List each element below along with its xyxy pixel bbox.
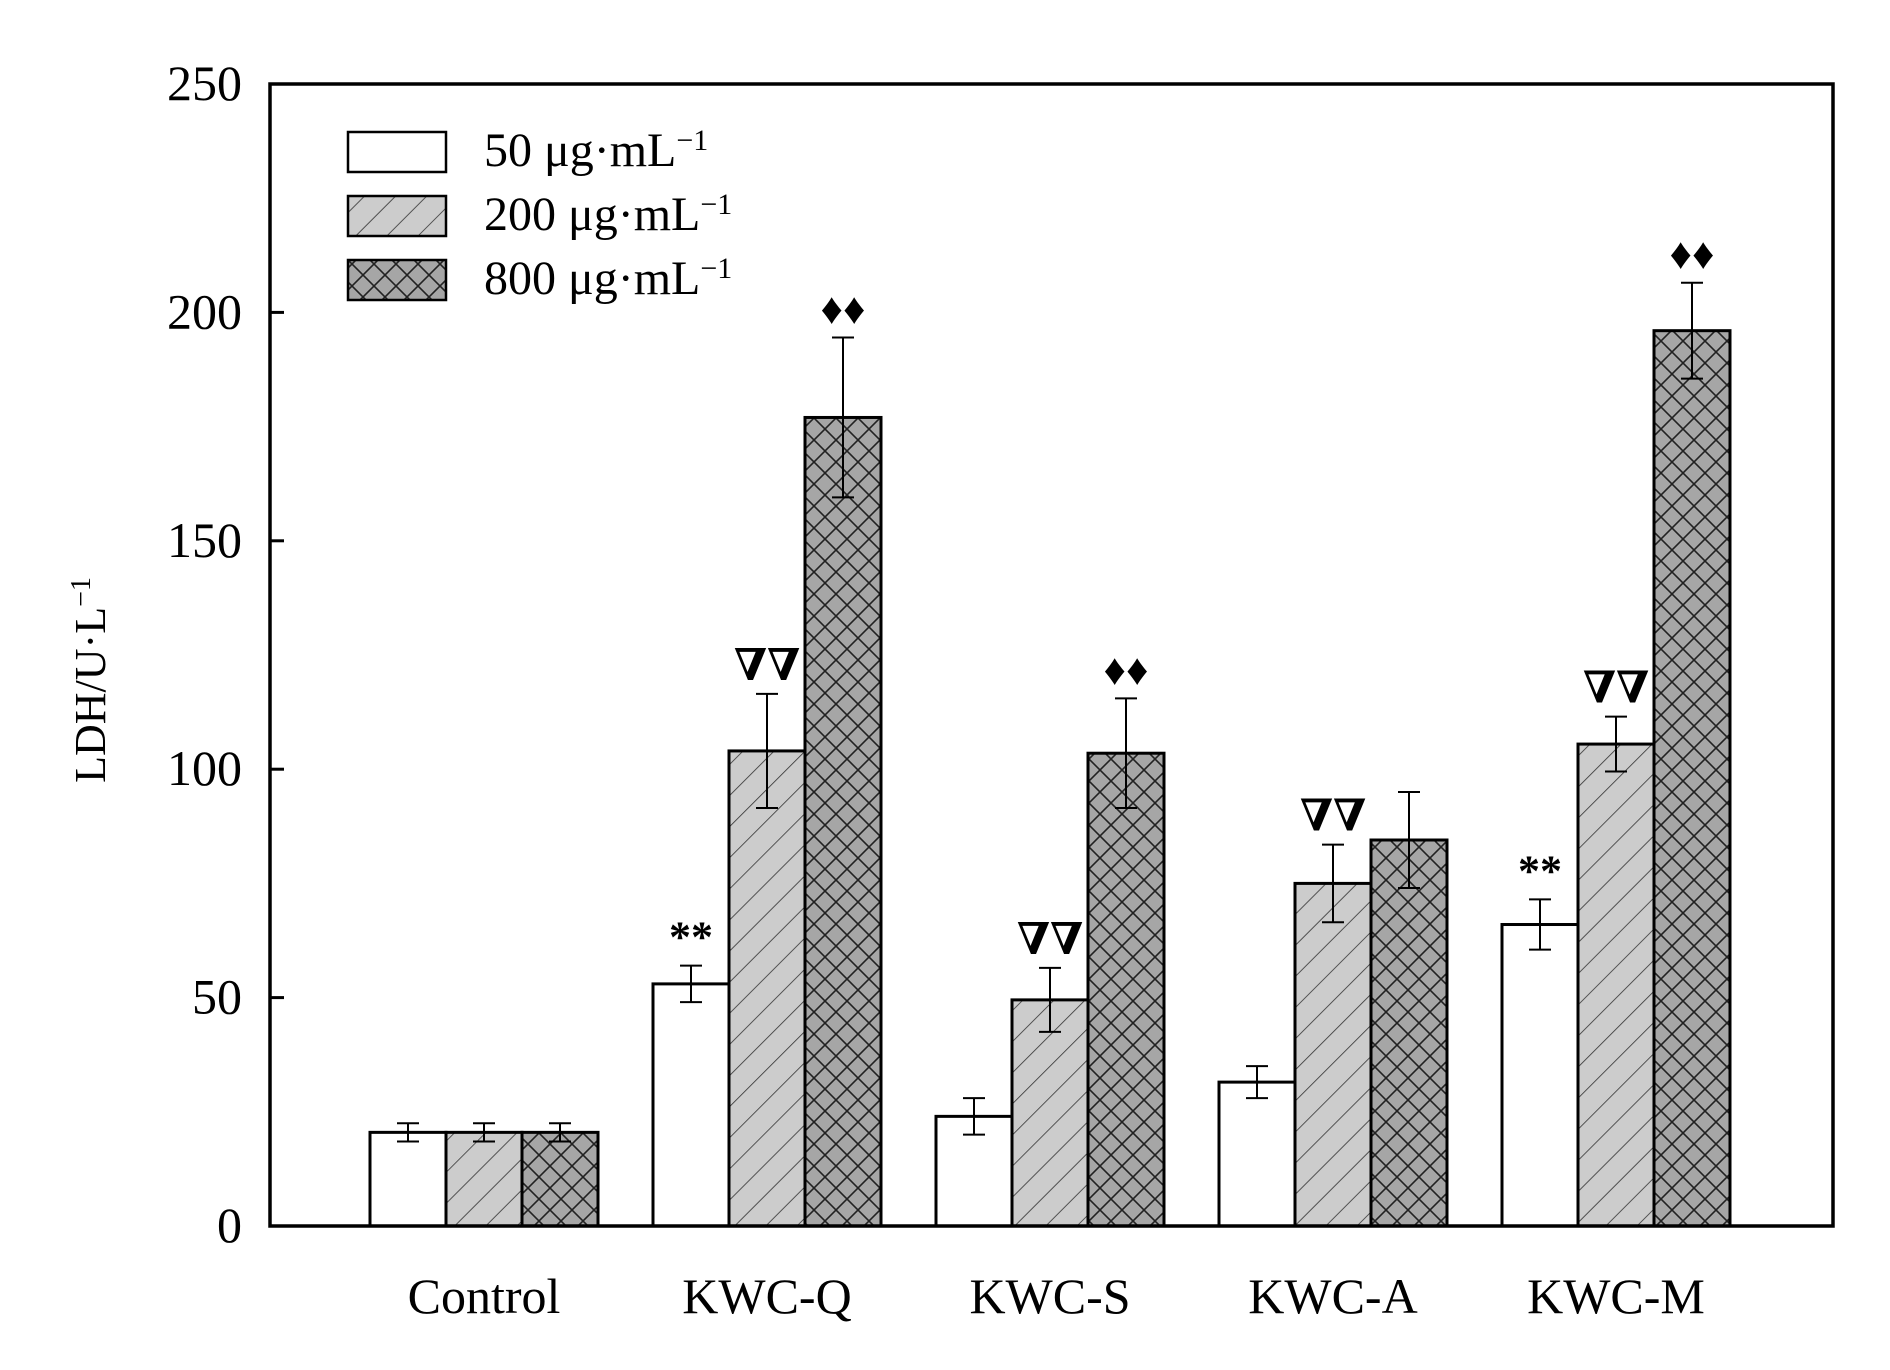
significance-mark: ♦♦ (1670, 230, 1715, 279)
significance-mark: ∇∇ (1300, 792, 1366, 841)
y-tick-label: 250 (167, 55, 242, 111)
bar (1217, 1080, 1297, 1228)
y-axis-label: LDH/U·L−1 (66, 577, 116, 783)
significance-mark: ∇∇ (734, 641, 800, 690)
x-tick-label: Control (408, 1268, 561, 1324)
y-tick-label: 200 (167, 283, 242, 339)
legend-label: 200 μg·mL−1 (484, 188, 732, 242)
bar (1576, 742, 1656, 1228)
bar (520, 1130, 600, 1228)
x-tick-label: KWC-Q (682, 1268, 851, 1324)
bars (368, 329, 1732, 1228)
significance-mark: ♦♦ (821, 285, 866, 334)
error-bars (397, 281, 1703, 1143)
bar (727, 749, 807, 1228)
bar (368, 1130, 448, 1228)
legend-swatch (346, 194, 448, 238)
x-tick-label: KWC-S (969, 1268, 1130, 1324)
bar (1293, 881, 1373, 1228)
legend-swatch (346, 258, 448, 302)
y-tick-label: 150 (167, 512, 242, 568)
significance-mark: ** (1518, 846, 1562, 895)
legend-swatch (346, 130, 448, 174)
bar (1010, 998, 1090, 1228)
significance-mark: ** (669, 913, 713, 962)
bar (1369, 838, 1449, 1228)
y-axis-label-sup: −1 (66, 577, 97, 607)
legend-label: 800 μg·mL−1 (484, 252, 732, 306)
bar (1500, 923, 1580, 1228)
y-tick-label: 50 (192, 969, 242, 1025)
significance-mark: ♦♦ (1104, 645, 1149, 694)
y-tick-label: 100 (167, 740, 242, 796)
bar (651, 982, 731, 1228)
plot-frame (268, 82, 1835, 1228)
significance-marks: ** ∇∇ ♦♦ ∇∇ ♦♦ ∇∇ ** ∇∇ ♦♦ (669, 230, 1714, 964)
bar (1086, 751, 1166, 1228)
x-axis: Control KWC-Q KWC-S KWC-A KWC-M (408, 1268, 1705, 1324)
y-axis-label-text: LDH/U·L (66, 607, 115, 783)
y-axis: 0 50 100 150 200 250 (167, 55, 284, 1253)
legend-label: 50 μg·mL−1 (484, 124, 708, 178)
bar (444, 1130, 524, 1228)
x-tick-label: KWC-M (1527, 1268, 1705, 1324)
bar (803, 415, 883, 1228)
y-tick-label: 0 (217, 1197, 242, 1253)
significance-mark: ∇∇ (1583, 664, 1649, 713)
legend: 50 μg·mL−1 200 μg·mL−1 800 μg·mL−1 (346, 124, 732, 306)
significance-mark: ∇∇ (1017, 915, 1083, 964)
bar (1652, 329, 1732, 1228)
x-tick-label: KWC-A (1248, 1268, 1417, 1324)
